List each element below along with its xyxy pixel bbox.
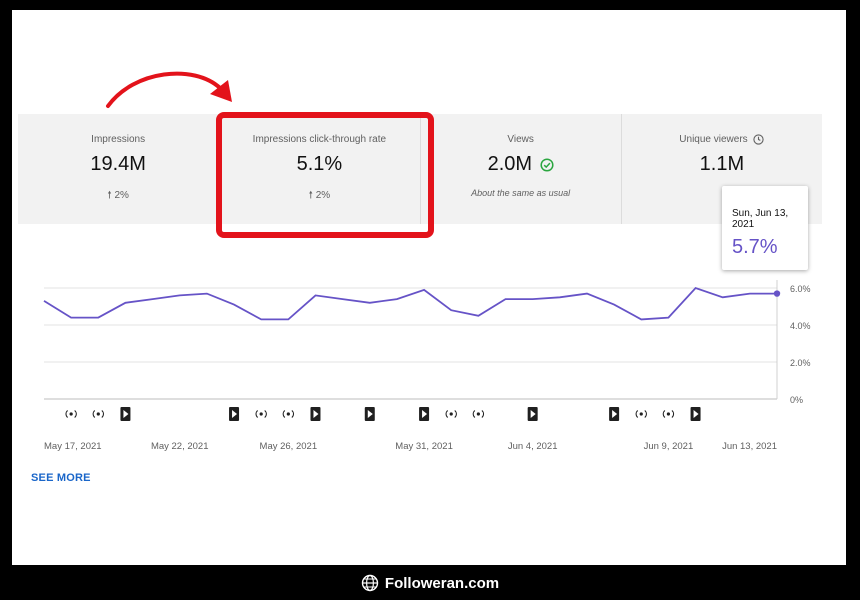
series-line [43,286,777,321]
stat-label: Impressions click-through rate [252,134,387,145]
y-tick-label: 0% [790,395,803,405]
live-wave [671,410,675,418]
x-tick-label: May 17, 2021 [44,441,102,452]
live-wave [445,410,449,418]
play-icon [530,410,536,418]
arrow-up-icon: 🠕 [308,190,313,201]
x-tick-label: Jun 4, 2021 [508,441,558,452]
stat-label: Unique viewers [622,134,822,145]
x-tick-label: Jun 9, 2021 [644,441,694,452]
stat-value: 19.4M [90,153,146,175]
stat-change-value: 2% [114,190,129,201]
live-wave [92,410,96,418]
footer-site-name: Followeran.com [384,574,500,592]
live-marker-icon [69,412,73,416]
stat-label: Impressions [91,134,146,145]
live-marker-icon [666,412,671,416]
check-circle-icon [540,158,554,172]
play-icon [693,410,699,418]
ctr-line-chart: 6.0% 4.0% 2.0% 0% May 17, 2021 May 22, 2021 Ma… [43,280,811,452]
stat-value-text: 2.0M [487,153,533,175]
stat-change: 🠕 2% [18,188,218,205]
stat-change-value: 2% [315,190,331,201]
live-wave [472,410,476,418]
stat-unique-viewers[interactable]: Unique viewers 1.1M [622,114,822,224]
stat-ctr[interactable]: Impressions click-through rate 5.1% 🠕 2% [219,114,421,224]
live-wave [74,410,77,418]
play-icon [232,410,238,418]
x-tick-label: May 31, 2021 [395,441,453,452]
live-wave [282,410,286,418]
live-wave [264,410,267,418]
stat-value: 1.1M [699,153,745,176]
live-marker-icon [259,412,263,416]
live-wave [255,410,259,418]
curved-arrow-icon [106,71,232,108]
tooltip-value: 5.7% [732,236,778,258]
stat-value: 5.1% [296,153,343,175]
live-wave [65,410,69,418]
play-icon [612,410,618,418]
x-tick-label: May 26, 2021 [260,441,318,452]
live-wave [101,410,104,418]
data-point [773,290,781,297]
highlight-box [216,112,434,238]
play-icon [123,410,129,418]
live-wave [481,410,484,418]
play-icon [313,410,319,418]
globe-icon [361,574,379,592]
clock-icon [753,134,765,145]
stat-views[interactable]: Views 2.0M About the same as usual [421,114,622,224]
arrow-up-icon: 🠕 [107,190,112,201]
stat-value: 2.0M [421,153,621,176]
live-marker-icon [286,412,290,416]
stat-label: Views [507,134,534,145]
live-wave [662,410,666,418]
live-wave [454,410,457,418]
x-tick-label: Jun 13, 2021 [722,441,777,452]
live-wave [635,410,639,418]
y-tick-label: 4.0% [790,321,811,331]
live-marker-icon [449,412,453,416]
tooltip-date: Sun, Jun 13, 2021 [732,208,789,230]
play-icon [422,410,428,418]
see-more-link[interactable]: SEE MORE [31,472,91,484]
stat-change: 🠕 2% [219,188,419,205]
live-marker-icon [639,412,643,416]
stat-note: About the same as usual [471,188,571,198]
footer-watermark: Followeran.com [0,566,860,600]
y-tick-label: 2.0% [790,358,811,368]
y-tick-label: 6.0% [790,284,811,294]
live-wave [291,410,294,418]
live-wave [644,410,647,418]
live-marker-icon [96,412,100,416]
x-tick-label: May 22, 2021 [151,441,209,452]
stats-bar: Impressions 19.4M 🠕 2% Impressions click… [18,114,822,224]
chart-tooltip: Sun, Jun 13, 2021 5.7% [722,186,808,270]
live-marker-icon [476,412,480,416]
stat-label-text: Unique viewers [679,134,748,146]
play-icon [367,410,373,418]
